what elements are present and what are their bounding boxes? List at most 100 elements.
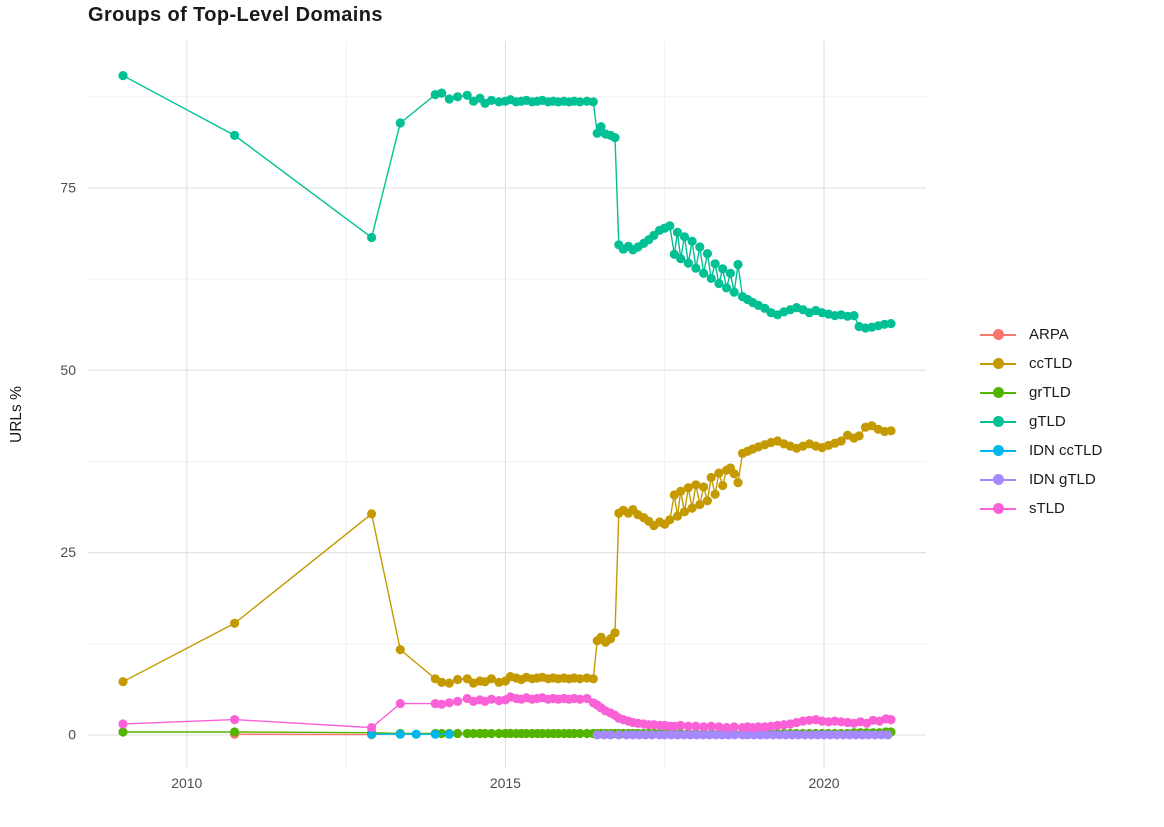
legend-label: IDN gTLD	[1029, 471, 1096, 488]
data-point	[699, 722, 709, 732]
data-point	[453, 728, 463, 739]
data-point	[832, 730, 842, 740]
x-tick-label: 2010	[171, 775, 202, 791]
y-tick-label: 0	[68, 726, 76, 742]
data-point	[711, 730, 721, 740]
data-point	[395, 729, 405, 739]
data-point	[800, 730, 810, 740]
legend-item-IDN-ccTLD: IDN ccTLD	[980, 436, 1102, 465]
data-point	[813, 730, 823, 740]
data-point	[575, 694, 585, 704]
y-tick-label: 75	[60, 179, 76, 195]
gridlines-minor	[88, 41, 926, 768]
y-tick-label: 50	[60, 362, 76, 378]
data-point	[660, 730, 670, 740]
data-point	[725, 268, 736, 278]
data-point	[610, 628, 620, 638]
data-point	[687, 236, 697, 246]
data-point	[647, 730, 657, 740]
data-point	[781, 730, 791, 740]
data-point	[876, 730, 887, 740]
data-point	[733, 259, 743, 270]
legend-key-icon	[980, 465, 1016, 494]
data-point	[755, 730, 765, 740]
data-point	[723, 730, 734, 740]
data-point	[838, 730, 848, 740]
data-point	[610, 133, 620, 143]
legend-label: ARPA	[1029, 326, 1069, 343]
data-point	[849, 311, 859, 321]
data-point	[444, 94, 454, 104]
data-point	[883, 730, 893, 740]
data-point	[676, 254, 686, 264]
data-point	[486, 694, 496, 704]
data-point	[588, 97, 598, 107]
data-point	[575, 97, 585, 107]
legend-label: ccTLD	[1029, 355, 1073, 372]
data-point	[870, 730, 880, 740]
data-point	[621, 730, 632, 740]
data-point	[230, 727, 240, 737]
data-point	[729, 287, 739, 297]
data-point	[698, 730, 708, 740]
data-point	[614, 730, 624, 740]
data-point	[666, 730, 676, 740]
data-point	[588, 674, 598, 684]
data-point	[367, 723, 377, 733]
data-point	[774, 730, 785, 740]
data-point	[844, 730, 855, 740]
legend-label: gTLD	[1029, 413, 1066, 430]
data-point	[634, 730, 644, 740]
data-point	[665, 221, 675, 231]
data-point	[676, 720, 686, 731]
legend-key-icon	[980, 349, 1016, 378]
data-point	[718, 480, 728, 491]
legend-key-icon	[980, 407, 1016, 436]
legend-item-ARPA: ARPA	[980, 320, 1102, 349]
data-point	[819, 730, 829, 740]
data-point	[706, 273, 716, 283]
data-point	[691, 263, 701, 273]
data-point	[118, 677, 128, 687]
data-point	[699, 482, 709, 492]
legend-key-icon	[980, 378, 1016, 407]
data-point	[706, 721, 716, 731]
data-point	[437, 677, 447, 688]
legend-item-grTLD: grTLD	[980, 378, 1102, 407]
data-point	[702, 496, 713, 506]
data-point	[691, 721, 701, 731]
legend-key-icon	[980, 494, 1016, 523]
tick-labels: 2010 2015 2020 0 25 50 75	[60, 179, 839, 791]
data-point	[729, 722, 739, 732]
y-tick-label: 25	[60, 544, 76, 560]
data-point	[687, 503, 697, 513]
data-point	[411, 729, 421, 739]
gridlines-major	[88, 41, 926, 768]
data-point	[679, 730, 689, 740]
series-IDN-ccTLD	[367, 729, 454, 739]
data-point	[118, 71, 128, 81]
data-point	[592, 730, 602, 740]
data-point	[749, 730, 759, 740]
data-point	[672, 511, 683, 521]
data-point	[395, 699, 405, 709]
data-point	[710, 489, 720, 499]
data-point	[721, 723, 732, 733]
data-point	[836, 436, 846, 446]
data-point	[462, 90, 472, 100]
data-point	[437, 88, 447, 98]
data-point	[599, 730, 609, 740]
x-tick-label: 2015	[490, 775, 521, 791]
data-point	[768, 730, 778, 740]
data-point	[806, 730, 816, 740]
data-point	[787, 730, 797, 740]
data-point	[699, 268, 709, 278]
data-point	[118, 727, 128, 737]
data-point	[683, 483, 693, 493]
data-point	[685, 730, 695, 740]
data-point	[762, 730, 772, 740]
data-point	[683, 258, 693, 268]
data-point	[453, 92, 463, 102]
data-point	[679, 232, 690, 242]
data-point	[486, 728, 496, 739]
